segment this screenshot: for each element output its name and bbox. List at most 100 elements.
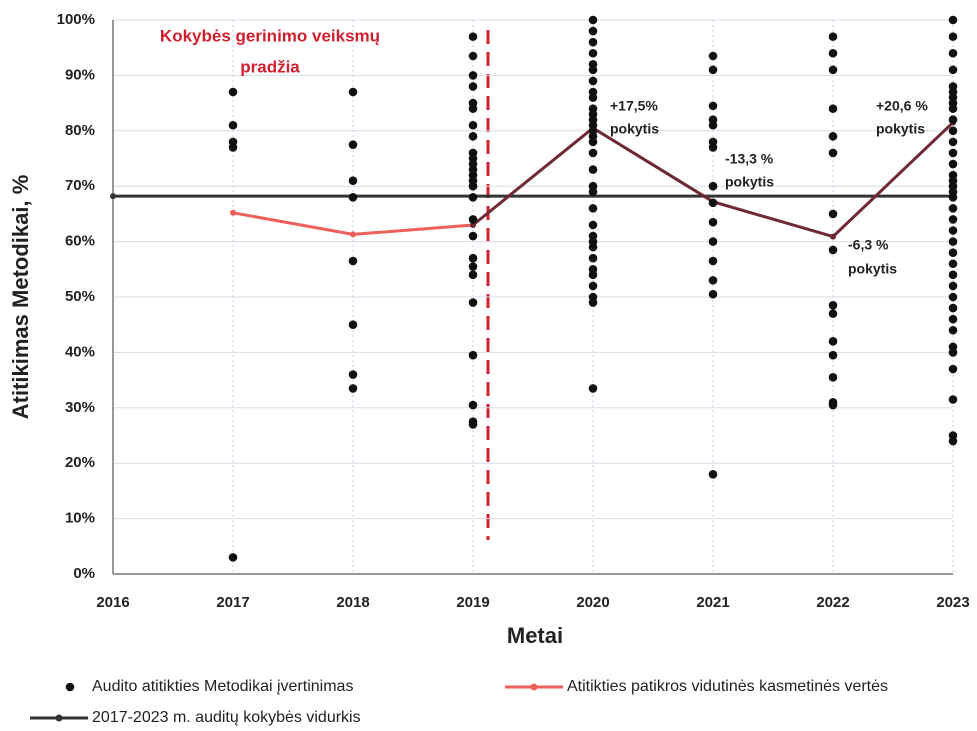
data-point: [468, 71, 478, 80]
annotation: pradžia: [240, 57, 300, 76]
data-point: [948, 159, 958, 169]
data-point: [708, 120, 718, 130]
line-marker: [470, 221, 476, 228]
data-point: [948, 303, 958, 313]
data-point: [828, 104, 838, 113]
data-point: [948, 148, 958, 158]
data-point: [948, 32, 958, 41]
x-tick-label: 2021: [696, 594, 729, 611]
data-point: [588, 76, 598, 86]
data-point: [948, 115, 958, 125]
y-tick-label: 30%: [65, 399, 95, 416]
data-point: [708, 217, 718, 227]
x-tick-label: 2017: [216, 594, 249, 611]
data-point: [948, 281, 958, 291]
data-point: [588, 220, 598, 230]
data-point: [468, 270, 478, 280]
annotation: pokytis: [725, 174, 774, 190]
data-point: [468, 420, 478, 429]
legend-label: Atitikties patikros vidutinės kasmetinės…: [567, 678, 888, 695]
x-axis-title: Metai: [507, 623, 563, 648]
data-point: [828, 301, 838, 310]
data-point: [948, 348, 958, 357]
data-point: [588, 165, 598, 174]
data-point: [228, 87, 238, 97]
y-tick-label: 80%: [65, 122, 95, 139]
data-point: [708, 256, 718, 266]
data-point: [948, 364, 958, 374]
legend-label: Audito atitikties Metodikai įvertinimas: [92, 678, 353, 695]
data-point: [588, 137, 598, 147]
data-point: [588, 384, 598, 393]
data-point: [228, 553, 238, 562]
data-point: [348, 256, 358, 266]
data-point: [468, 104, 478, 113]
data-point: [828, 148, 838, 158]
data-point: [948, 325, 958, 335]
data-point: [828, 400, 838, 410]
data-point: [348, 192, 358, 202]
data-point: [588, 298, 598, 307]
data-point: [468, 32, 478, 41]
x-tick-label: 2019: [456, 594, 489, 611]
data-point: [948, 65, 958, 75]
data-point: [948, 204, 958, 213]
data-point: [828, 132, 838, 141]
data-point: [948, 292, 958, 302]
data-point: [948, 237, 958, 246]
data-point: [588, 15, 598, 25]
data-point: [468, 120, 478, 130]
legend-symbol: [65, 682, 75, 692]
y-tick-label: 60%: [65, 233, 95, 250]
annotation: pokytis: [610, 121, 659, 137]
data-point: [468, 400, 478, 410]
annotation: +20,6 %: [876, 98, 928, 114]
data-point: [468, 262, 478, 271]
data-point: [588, 281, 598, 291]
data-point: [468, 298, 478, 307]
y-tick-label: 90%: [65, 66, 95, 83]
y-tick-label: 70%: [65, 177, 95, 194]
data-point: [828, 209, 838, 219]
y-tick-label: 0%: [73, 565, 95, 582]
data-point: [588, 270, 598, 280]
data-point: [948, 436, 958, 446]
data-point: [828, 48, 838, 58]
data-point: [588, 242, 598, 252]
annotation: Kokybės gerinimo veiksmų: [160, 26, 380, 45]
data-point: [948, 395, 958, 404]
y-tick-label: 100%: [57, 11, 95, 28]
data-point: [588, 253, 598, 263]
data-point: [708, 276, 718, 285]
data-point: [468, 192, 478, 202]
data-point: [948, 104, 958, 113]
x-tick-label: 2020: [576, 594, 609, 611]
line-marker: [830, 233, 836, 240]
data-point: [468, 132, 478, 141]
data-point: [708, 198, 718, 208]
data-point: [588, 48, 598, 58]
data-point: [588, 65, 598, 75]
data-point: [588, 204, 598, 213]
y-tick-label: 20%: [65, 454, 95, 471]
data-point: [708, 101, 718, 111]
annotation: -13,3 %: [725, 151, 774, 167]
annotation: pokytis: [848, 261, 897, 277]
data-point: [348, 370, 358, 379]
data-point: [828, 350, 838, 360]
data-point: [588, 26, 598, 36]
data-point: [708, 289, 718, 299]
data-point: [948, 48, 958, 58]
data-point: [948, 248, 958, 257]
data-point: [348, 87, 358, 97]
legend-label: 2017-2023 m. auditų kokybės vidurkis: [92, 709, 361, 726]
data-point: [948, 226, 958, 235]
data-point: [828, 309, 838, 318]
data-point: [948, 126, 958, 136]
data-point: [828, 32, 838, 41]
data-point: [948, 314, 958, 324]
data-point: [948, 270, 958, 280]
data-point: [348, 384, 358, 393]
data-point: [828, 245, 838, 255]
